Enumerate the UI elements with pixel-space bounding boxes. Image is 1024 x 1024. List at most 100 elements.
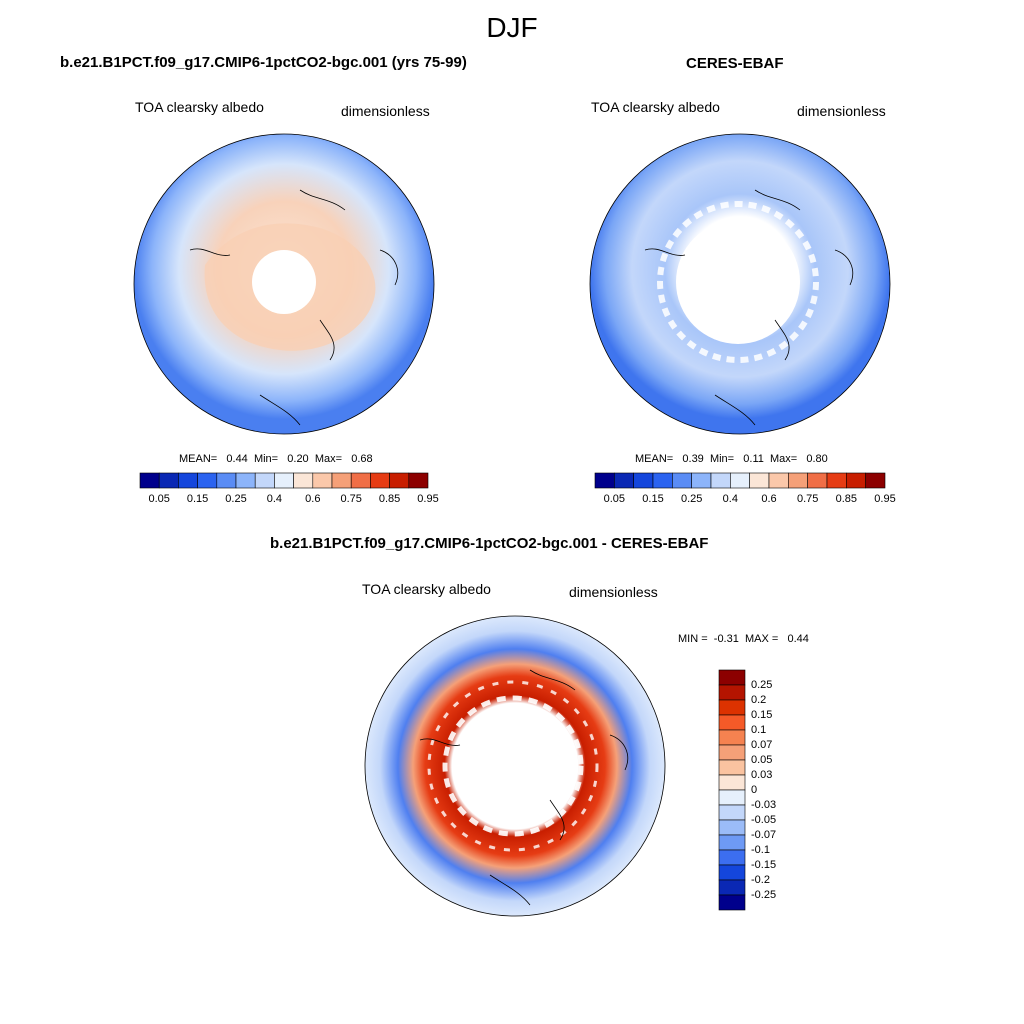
obs-stats: MEAN= 0.39 Min= 0.11 Max= 0.80 <box>635 453 828 465</box>
obs-polar-map <box>589 133 891 435</box>
model-colorbar-swatch <box>331 472 352 489</box>
obs-colorbar-swatch <box>652 472 673 489</box>
obs-variable-label: TOA clearsky albedo <box>591 99 720 115</box>
diff-colorbar-tick-label: 0.03 <box>751 769 773 781</box>
max-label: Max= <box>769 453 798 465</box>
obs-colorbar-swatch <box>672 472 692 489</box>
diff-colorbar-tick-label: -0.07 <box>751 829 777 841</box>
obs-units-label: dimensionless <box>797 103 886 119</box>
diff-colorbar-tick-label: -0.15 <box>751 859 777 871</box>
diff-colorbar-swatch <box>718 849 746 866</box>
obs-colorbar-swatch <box>594 472 615 489</box>
diff-colorbar-tick-label: 0 <box>751 784 758 796</box>
model-colorbar-swatch <box>408 472 429 489</box>
model-colorbar-swatch <box>312 472 333 489</box>
obs-colorbar-swatch <box>846 472 866 489</box>
obs-colorbar-swatch <box>768 472 789 489</box>
model-colorbar-swatch <box>370 472 390 489</box>
obs-colorbar-swatch <box>865 472 886 489</box>
obs-colorbar-swatch <box>730 472 750 489</box>
max-value: 0.80 <box>806 453 828 465</box>
diff-colorbar-tick-label: -0.1 <box>751 844 770 856</box>
model-colorbar-tick-label: 0.4 <box>266 493 283 505</box>
diff-colorbar-swatch <box>718 669 746 686</box>
diff-colorbar-swatch <box>718 729 746 746</box>
min-label: MIN = <box>678 633 708 645</box>
mean-value: 0.44 <box>226 453 248 465</box>
diff-colorbar-tick-label: -0.03 <box>751 799 777 811</box>
max-label: Max= <box>314 453 343 465</box>
min-value: 0.11 <box>743 453 764 465</box>
obs-colorbar-swatch <box>788 472 808 489</box>
model-colorbar <box>139 472 429 489</box>
model-variable-label: TOA clearsky albedo <box>135 99 264 115</box>
min-label: Min= <box>253 453 279 465</box>
obs-colorbar-swatch <box>807 472 828 489</box>
model-colorbar-swatch <box>350 472 371 489</box>
model-colorbar-swatch <box>293 472 314 489</box>
diff-polar-map <box>364 615 666 917</box>
min-value: -0.31 <box>713 633 739 645</box>
diff-variable-label: TOA clearsky albedo <box>362 581 491 597</box>
min-value: 0.20 <box>287 453 309 465</box>
model-colorbar-tick-label: 0.75 <box>340 493 362 505</box>
diff-colorbar-swatch <box>718 759 746 776</box>
obs-panel-title: CERES-EBAF <box>686 55 784 72</box>
model-colorbar-swatch <box>178 472 198 489</box>
max-value: 0.44 <box>787 633 809 645</box>
model-stats: MEAN= 0.44 Min= 0.20 Max= 0.68 <box>179 453 373 465</box>
model-panel-title: b.e21.B1PCT.f09_g17.CMIP6-1pctCO2-bgc.00… <box>60 54 467 71</box>
model-colorbar-swatch <box>139 472 160 489</box>
obs-colorbar-swatch <box>826 472 847 489</box>
obs-colorbar-tick-label: 0.75 <box>796 493 819 505</box>
model-colorbar-swatch <box>389 472 410 489</box>
model-colorbar-swatch <box>254 472 275 489</box>
model-colorbar-tick-label: 0.6 <box>305 493 321 505</box>
min-label: Min= <box>709 453 735 465</box>
mean-value: 0.39 <box>682 453 704 465</box>
obs-colorbar-swatch <box>633 472 654 489</box>
model-colorbar-swatch <box>274 472 294 489</box>
diff-colorbar-tick-label: -0.05 <box>751 814 777 826</box>
model-colorbar-tick-label: 0.05 <box>148 493 170 505</box>
diff-colorbar-swatch <box>718 774 746 791</box>
diff-colorbar-tick-label: 0.1 <box>751 724 767 736</box>
obs-colorbar-tick-label: 0.85 <box>835 493 858 505</box>
model-colorbar-swatch <box>158 472 179 489</box>
model-units-label: dimensionless <box>341 103 430 119</box>
diff-colorbar-swatch <box>718 744 746 761</box>
max-value: 0.68 <box>351 453 373 465</box>
diff-colorbar-swatch <box>718 699 746 716</box>
diff-units-label: dimensionless <box>569 584 658 600</box>
diff-colorbar-swatch <box>718 864 746 881</box>
obs-colorbar-tick-label: 0.25 <box>680 493 703 505</box>
obs-colorbar <box>594 472 886 489</box>
diff-colorbar <box>718 669 746 911</box>
figure-title: DJF <box>486 12 538 43</box>
diff-colorbar-tick-label: 0.25 <box>751 679 773 691</box>
diff-colorbar-swatch <box>718 894 746 911</box>
diff-panel-title: b.e21.B1PCT.f09_g17.CMIP6-1pctCO2-bgc.00… <box>270 535 709 552</box>
obs-colorbar-swatch <box>614 472 634 489</box>
diff-colorbar-tick-label: 0.05 <box>751 754 773 766</box>
diff-colorbar-swatch <box>718 834 746 851</box>
diff-colorbar-tick-label: -0.25 <box>751 889 777 901</box>
diff-colorbar-tick-label: 0.15 <box>751 709 773 721</box>
obs-colorbar-swatch <box>691 472 712 489</box>
diff-colorbar-swatch <box>718 684 746 701</box>
diff-colorbar-swatch <box>718 789 746 806</box>
model-colorbar-tick-label: 0.15 <box>186 493 209 505</box>
diff-colorbar-swatch <box>718 819 746 836</box>
mean-label: MEAN= <box>635 453 674 465</box>
obs-colorbar-tick-label: 0.05 <box>603 493 626 505</box>
diff-colorbar-swatch <box>718 714 746 731</box>
diff-colorbar-tick-label: 0.2 <box>751 694 767 706</box>
obs-colorbar-tick-label: 0.4 <box>722 493 738 505</box>
diff-colorbar-swatch <box>718 879 746 896</box>
model-colorbar-swatch <box>235 472 256 489</box>
diff-colorbar-swatch <box>718 804 746 821</box>
max-label: MAX = <box>744 633 779 645</box>
model-colorbar-swatch <box>216 472 237 489</box>
diff-colorbar-tick-label: -0.2 <box>751 874 770 886</box>
